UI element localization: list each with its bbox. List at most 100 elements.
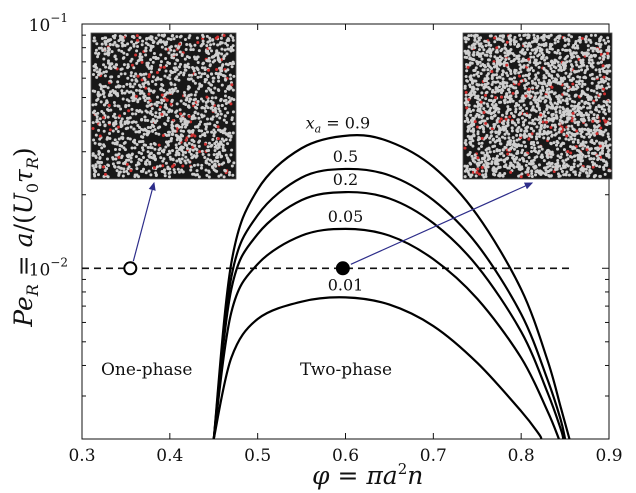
inset-particle xyxy=(220,103,224,107)
inset-particle xyxy=(151,41,155,45)
inset-particle xyxy=(557,174,561,178)
inset-particle xyxy=(573,137,577,141)
inset-particle xyxy=(590,138,594,142)
inset-particle xyxy=(604,41,608,45)
inset-particle xyxy=(543,62,547,66)
inset-particle xyxy=(556,165,560,169)
inset-particle xyxy=(177,72,181,76)
inset-particle xyxy=(195,169,199,173)
inset-particle xyxy=(206,157,210,161)
inset-particle xyxy=(504,57,508,61)
inset-particle xyxy=(491,80,495,84)
inset-particle xyxy=(514,94,518,98)
inset-particle xyxy=(488,140,492,144)
inset-particle xyxy=(552,65,556,69)
inset-particle xyxy=(103,40,107,44)
inset-particle xyxy=(121,56,125,60)
series-label: 0.2 xyxy=(333,170,358,189)
inset-particle xyxy=(91,89,95,93)
inset-particle xyxy=(203,106,207,110)
inset-particle xyxy=(486,49,490,53)
inset-particle xyxy=(565,102,569,106)
inset-particle xyxy=(526,44,530,48)
inset-particle xyxy=(174,143,178,147)
inset-particle xyxy=(519,106,523,110)
inset-particle xyxy=(605,162,609,166)
inset-particle xyxy=(557,68,561,72)
inset-particle xyxy=(143,115,147,119)
inset-particle xyxy=(145,133,149,137)
inset-particle xyxy=(587,102,591,106)
inset-particle xyxy=(102,129,106,133)
inset-particle xyxy=(564,158,568,162)
inset-particle xyxy=(479,144,483,148)
inset-particle xyxy=(179,62,183,66)
inset-particle xyxy=(170,149,174,153)
inset-particle xyxy=(143,49,147,53)
inset-particle xyxy=(151,60,155,64)
inset-particle xyxy=(220,47,224,51)
inset-particle xyxy=(608,69,612,73)
inset-particle xyxy=(505,124,509,128)
inset-particle xyxy=(216,125,220,129)
inset-particle xyxy=(538,61,542,65)
inset-particle xyxy=(524,153,528,157)
inset-particle xyxy=(512,38,516,42)
inset-particle xyxy=(98,155,102,159)
inset-particle xyxy=(556,39,560,43)
inset-particle xyxy=(215,146,219,150)
inset-particle xyxy=(463,101,467,105)
inset-particle xyxy=(605,100,609,104)
inset-particle xyxy=(103,168,107,172)
inset-particle xyxy=(473,46,477,50)
inset-particle xyxy=(552,92,556,96)
inset-particle xyxy=(514,80,518,84)
inset-particle xyxy=(169,102,173,106)
inset-particle xyxy=(131,85,135,89)
inset-particle xyxy=(589,54,593,58)
inset-particle xyxy=(549,142,553,146)
inset-particle xyxy=(471,157,475,161)
inset-particle xyxy=(141,148,145,152)
inset-particle xyxy=(486,68,490,72)
series-line-3 xyxy=(212,227,560,439)
inset-particle xyxy=(157,151,161,155)
inset-particle xyxy=(95,98,99,102)
inset-particle xyxy=(582,51,586,55)
inset-particle xyxy=(210,90,214,94)
inset-particle xyxy=(520,116,524,120)
inset-particle xyxy=(126,136,130,140)
inset-particle xyxy=(230,148,234,152)
inset-particle xyxy=(94,133,98,137)
inset-particle xyxy=(511,52,515,56)
inset-particle xyxy=(591,101,595,105)
inset-particle xyxy=(547,79,551,83)
inset-particle xyxy=(155,70,159,74)
inset-particle xyxy=(556,172,560,176)
inset-particle xyxy=(130,40,134,44)
inset-particle xyxy=(602,104,606,108)
inset-particle xyxy=(473,38,477,42)
inset-particle xyxy=(213,53,217,57)
inset-particle xyxy=(502,164,506,168)
inset-particle xyxy=(470,46,474,50)
inset-particle xyxy=(602,167,606,171)
inset-particle xyxy=(575,104,579,108)
inset-particle xyxy=(572,162,576,166)
inset-particle xyxy=(159,77,163,81)
inset-particle xyxy=(107,103,111,107)
inset-particle xyxy=(126,63,130,67)
inset-particle xyxy=(596,50,600,54)
inset-particle xyxy=(479,72,483,76)
inset-particle xyxy=(196,163,200,167)
inset-particle xyxy=(225,121,229,125)
inset-particle xyxy=(477,142,481,146)
inset-particle xyxy=(216,159,220,163)
inset-particle xyxy=(480,119,484,123)
inset-particle xyxy=(210,49,214,53)
inset-particle xyxy=(200,129,204,133)
inset-particle xyxy=(207,56,211,60)
inset-particle xyxy=(193,72,197,76)
inset-particle xyxy=(587,58,591,62)
inset-particle xyxy=(196,112,200,116)
